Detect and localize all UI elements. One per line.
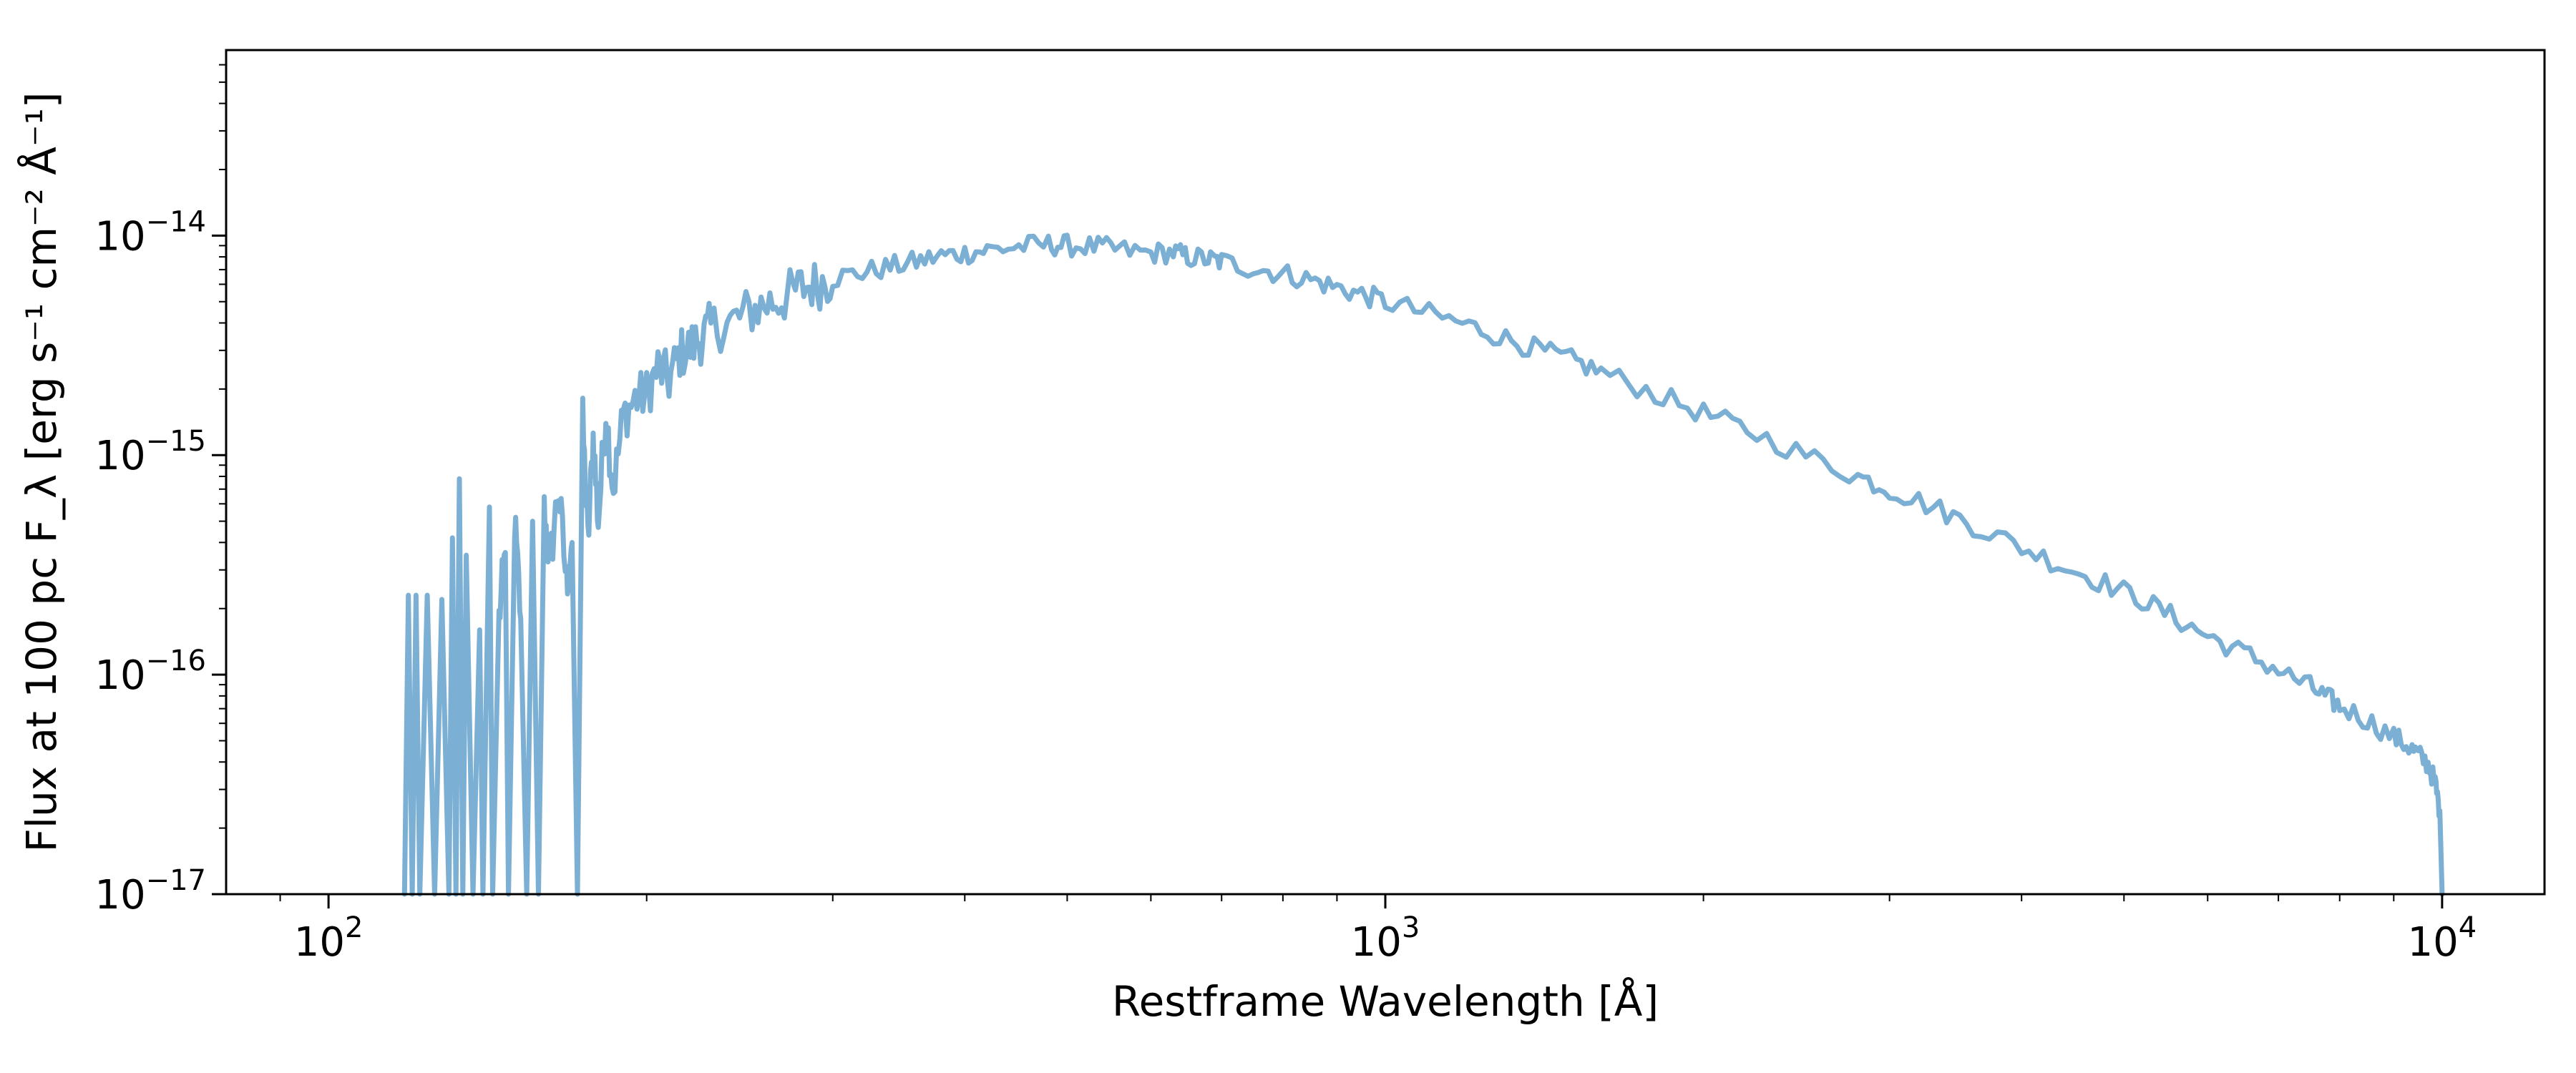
y-tick-label: 10−14 bbox=[94, 205, 206, 260]
x-tick-label: 104 bbox=[2408, 911, 2477, 966]
series-line-0 bbox=[401, 232, 2445, 897]
series-layer bbox=[401, 232, 2445, 897]
x-tick-label: 102 bbox=[294, 911, 364, 966]
y-tick-label: 10−16 bbox=[94, 645, 206, 699]
x-axis-label: Restframe Wavelength [Å] bbox=[1112, 976, 1659, 1026]
y-tick-label: 10−15 bbox=[94, 425, 206, 479]
x-tick-label: 103 bbox=[1351, 911, 1420, 966]
ticks-layer: 102 103 104 10−17 10−16 10−15 10−14 bbox=[94, 64, 2477, 966]
y-tick-label: 10−17 bbox=[94, 864, 206, 918]
y-axis-label: Flux at 100 pc F_λ [erg s⁻¹ cm⁻² Å⁻¹] bbox=[16, 92, 66, 853]
